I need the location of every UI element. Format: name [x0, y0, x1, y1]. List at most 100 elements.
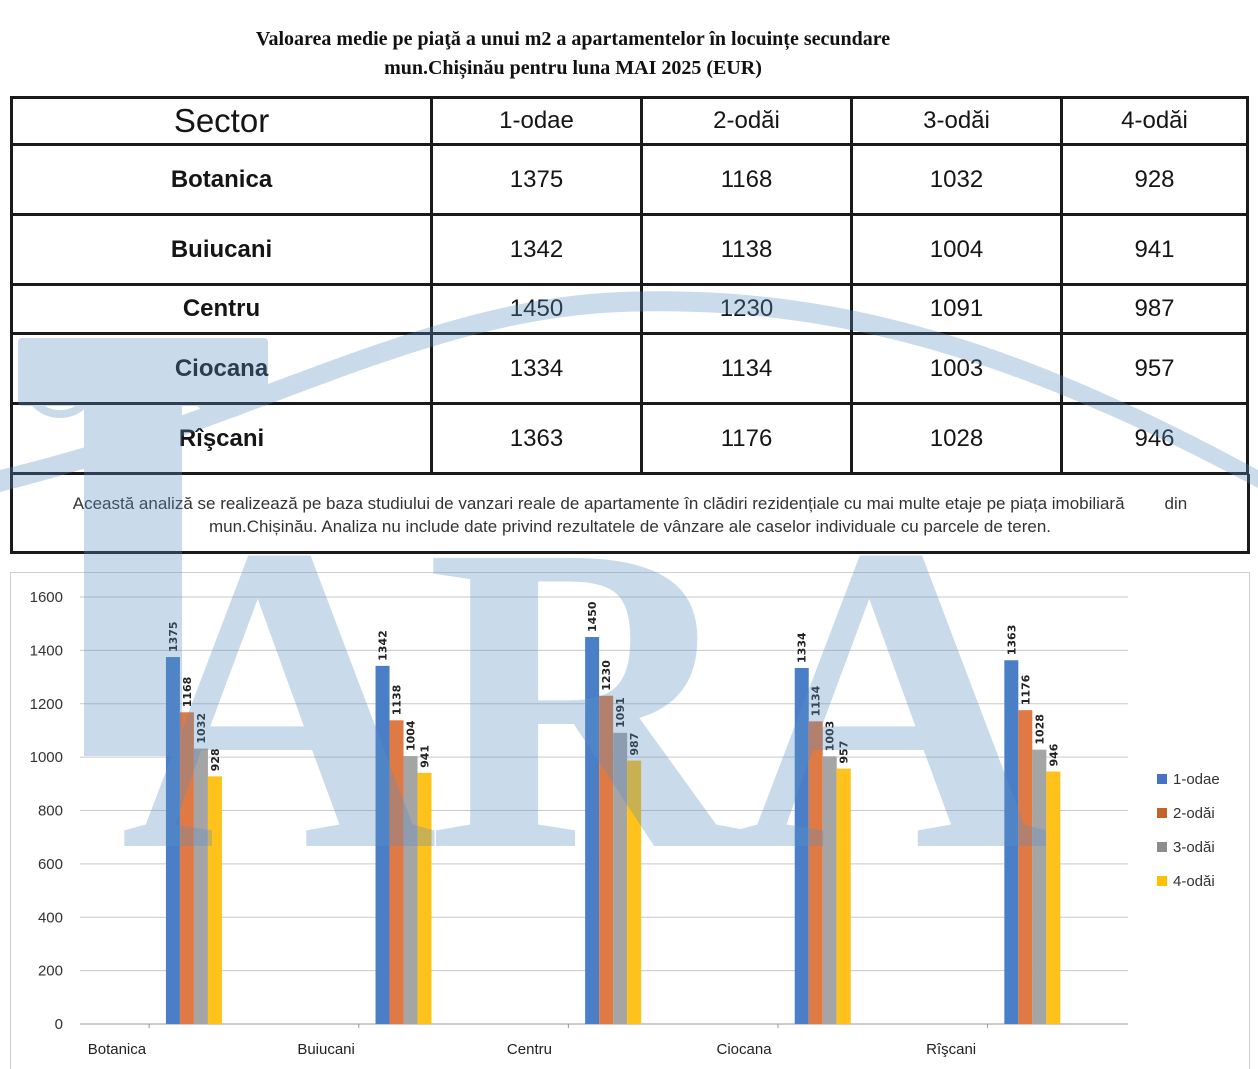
y-tick-label: 0 — [55, 1016, 63, 1033]
data-label: 1028 — [1033, 714, 1046, 745]
price-cell: 946 — [1060, 402, 1249, 475]
legend-label: 1-odae — [1173, 770, 1220, 788]
data-label: 1138 — [391, 685, 404, 716]
data-label: 1004 — [405, 720, 418, 751]
y-tick-label: 200 — [38, 963, 63, 980]
header-1-room: 1-odae — [430, 96, 643, 146]
data-label: 1342 — [377, 630, 390, 661]
chart-title-line2: mun.Chișinău pentru luna MAI 2025 (EUR) — [384, 57, 762, 79]
methodology-note: Această analiză se realizează pe baza st… — [10, 474, 1250, 554]
bar — [613, 732, 628, 1024]
data-label: 1375 — [167, 621, 180, 652]
x-category-label: Rîşcani — [926, 1041, 976, 1058]
bar — [179, 712, 194, 1024]
sector-name: Ciocana — [10, 332, 433, 405]
price-cell: 1375 — [430, 143, 643, 216]
legend-swatch — [1157, 876, 1167, 886]
bar — [808, 721, 823, 1024]
bar — [193, 748, 208, 1024]
price-cell: 928 — [1060, 143, 1249, 216]
bar — [207, 776, 222, 1024]
price-cell: 1168 — [640, 143, 853, 216]
price-cell: 1230 — [640, 283, 853, 335]
y-tick-label: 1000 — [30, 749, 63, 766]
table-row: Botanica 1375 1168 1032 928 — [10, 143, 1249, 216]
legend-item: 3-odăi — [1157, 830, 1220, 864]
bar — [599, 695, 614, 1024]
table-row: Buiucani 1342 1138 1004 941 — [10, 213, 1249, 286]
bar — [822, 756, 837, 1024]
bar — [627, 760, 642, 1024]
bar — [403, 756, 418, 1024]
legend-swatch — [1157, 774, 1167, 784]
price-cell: 1176 — [640, 402, 853, 475]
data-label: 957 — [838, 741, 851, 764]
sector-name: Buiucani — [10, 213, 433, 286]
y-tick-label: 800 — [38, 803, 63, 820]
bar — [1032, 749, 1047, 1024]
sector-name: Rîşcani — [10, 402, 433, 475]
x-category-label: Centru — [507, 1041, 552, 1058]
price-cell: 1032 — [850, 143, 1063, 216]
sector-name: Botanica — [10, 143, 433, 216]
bar — [585, 637, 600, 1024]
data-label: 941 — [419, 745, 432, 768]
bar — [417, 772, 432, 1024]
header-sector: Sector — [10, 96, 433, 146]
sector-name: Centru — [10, 283, 433, 335]
data-label: 946 — [1047, 743, 1060, 766]
data-label: 1176 — [1019, 674, 1032, 705]
table-row: Ciocana 1334 1134 1003 957 — [10, 332, 1249, 405]
price-cell: 957 — [1060, 332, 1249, 405]
header-3-rooms: 3-odăi — [850, 96, 1063, 146]
price-cell: 1342 — [430, 213, 643, 286]
note-line1: Această analiză se realizează pe baza st… — [72, 494, 1125, 513]
table-header-row: Sector 1-odae 2-odăi 3-odăi 4-odăi — [10, 96, 1249, 146]
price-cell: 941 — [1060, 213, 1249, 286]
data-label: 1032 — [195, 713, 208, 744]
legend-item: 2-odăi — [1157, 796, 1220, 830]
price-cell: 987 — [1060, 283, 1249, 335]
data-label: 1091 — [614, 697, 627, 728]
price-cell: 1003 — [850, 332, 1063, 405]
chart-frame — [10, 572, 1250, 1069]
note-line1-end: din — [1164, 494, 1188, 513]
table-row: Rîşcani 1363 1176 1028 946 — [10, 402, 1249, 475]
data-label: 1134 — [810, 685, 823, 716]
bar — [165, 657, 180, 1024]
legend-swatch — [1157, 842, 1167, 852]
note-line2: mun.Chișinău. Analiza nu include date pr… — [208, 517, 1051, 536]
legend-label: 2-odăi — [1173, 804, 1215, 822]
price-cell: 1091 — [850, 283, 1063, 335]
x-category-label: Ciocana — [717, 1041, 773, 1058]
price-cell: 1363 — [430, 402, 643, 475]
legend-item: 4-odăi — [1157, 864, 1220, 898]
price-cell: 1450 — [430, 283, 643, 335]
x-category-label: Buiucani — [297, 1041, 355, 1058]
bar — [1046, 771, 1061, 1024]
y-tick-label: 1400 — [30, 642, 63, 659]
data-label: 987 — [628, 733, 641, 756]
x-category-label: Botanica — [88, 1041, 147, 1058]
legend-item: 1-odae — [1157, 762, 1220, 796]
legend-label: 3-odăi — [1173, 838, 1215, 856]
y-tick-label: 600 — [38, 856, 63, 873]
data-label: 1168 — [181, 677, 194, 708]
bar — [1004, 660, 1019, 1024]
data-label: 1003 — [824, 721, 837, 752]
price-cell: 1134 — [640, 332, 853, 405]
price-table: Sector 1-odae 2-odăi 3-odăi 4-odăi Botan… — [10, 96, 1249, 475]
chart-title-line1: Valoarea medie pe piaţă a unui m2 a apar… — [255, 28, 891, 50]
data-label: 928 — [209, 748, 222, 771]
data-label: 1450 — [586, 601, 599, 632]
price-cell: 1004 — [850, 213, 1063, 286]
bar — [389, 720, 404, 1024]
bar — [794, 667, 809, 1024]
data-label: 1363 — [1005, 625, 1018, 656]
legend-label: 4-odăi — [1173, 872, 1215, 890]
y-tick-label: 1200 — [30, 696, 63, 713]
bar — [836, 768, 851, 1024]
price-cell: 1334 — [430, 332, 643, 405]
data-label: 1334 — [796, 632, 809, 663]
bar — [1018, 710, 1033, 1024]
